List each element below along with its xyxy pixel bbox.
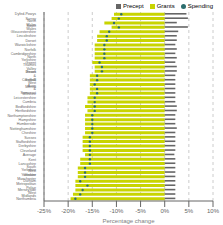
svg-text:Essex: Essex	[26, 70, 36, 74]
svg-text:Northumbria: Northumbria	[16, 197, 36, 201]
svg-text:Avon&Somerset: Avon&Somerset	[21, 84, 37, 95]
svg-text:5%: 5%	[185, 208, 194, 214]
svg-text:Bedfordshire: Bedfordshire	[16, 105, 36, 109]
svg-text:NorthWales: NorthWales	[26, 19, 36, 27]
svg-text:Leicestershire: Leicestershire	[14, 96, 36, 100]
svg-text:-25%: -25%	[37, 208, 52, 214]
svg-text:0%: 0%	[160, 208, 169, 214]
svg-text:Northamptonshire: Northamptonshire	[8, 114, 36, 118]
svg-text:Cleveland: Cleveland	[20, 149, 36, 153]
svg-text:Humberside: Humberside	[17, 122, 36, 126]
svg-text:Norfolk: Norfolk	[25, 48, 37, 52]
svg-text:-5%: -5%	[135, 208, 146, 214]
svg-text:WestYorkshire: WestYorkshire	[21, 169, 36, 177]
svg-text:-15%: -15%	[85, 208, 100, 214]
svg-text:Dorset: Dorset	[25, 39, 36, 43]
svg-text:Wiltshire: Wiltshire	[22, 92, 36, 96]
svg-text:SouthYorkshire: SouthYorkshire	[21, 165, 36, 173]
svg-text:Sussex: Sussex	[24, 136, 36, 140]
svg-text:Hampshire: Hampshire	[19, 118, 36, 122]
svg-text:Percentage change: Percentage change	[102, 218, 155, 224]
svg-text:Staffordshire: Staffordshire	[16, 140, 36, 144]
svg-text:Devon&Cornwall: Devon&Cornwall	[22, 70, 37, 81]
svg-text:-10%: -10%	[109, 208, 124, 214]
svg-text:Average: Average	[23, 153, 36, 157]
svg-text:-20%: -20%	[61, 208, 76, 214]
svg-text:Nottinghamshire: Nottinghamshire	[10, 127, 36, 131]
svg-text:Lincolnshire: Lincolnshire	[17, 34, 36, 38]
svg-text:10%: 10%	[207, 208, 215, 214]
svg-text:Hertfordshire: Hertfordshire	[15, 109, 36, 113]
